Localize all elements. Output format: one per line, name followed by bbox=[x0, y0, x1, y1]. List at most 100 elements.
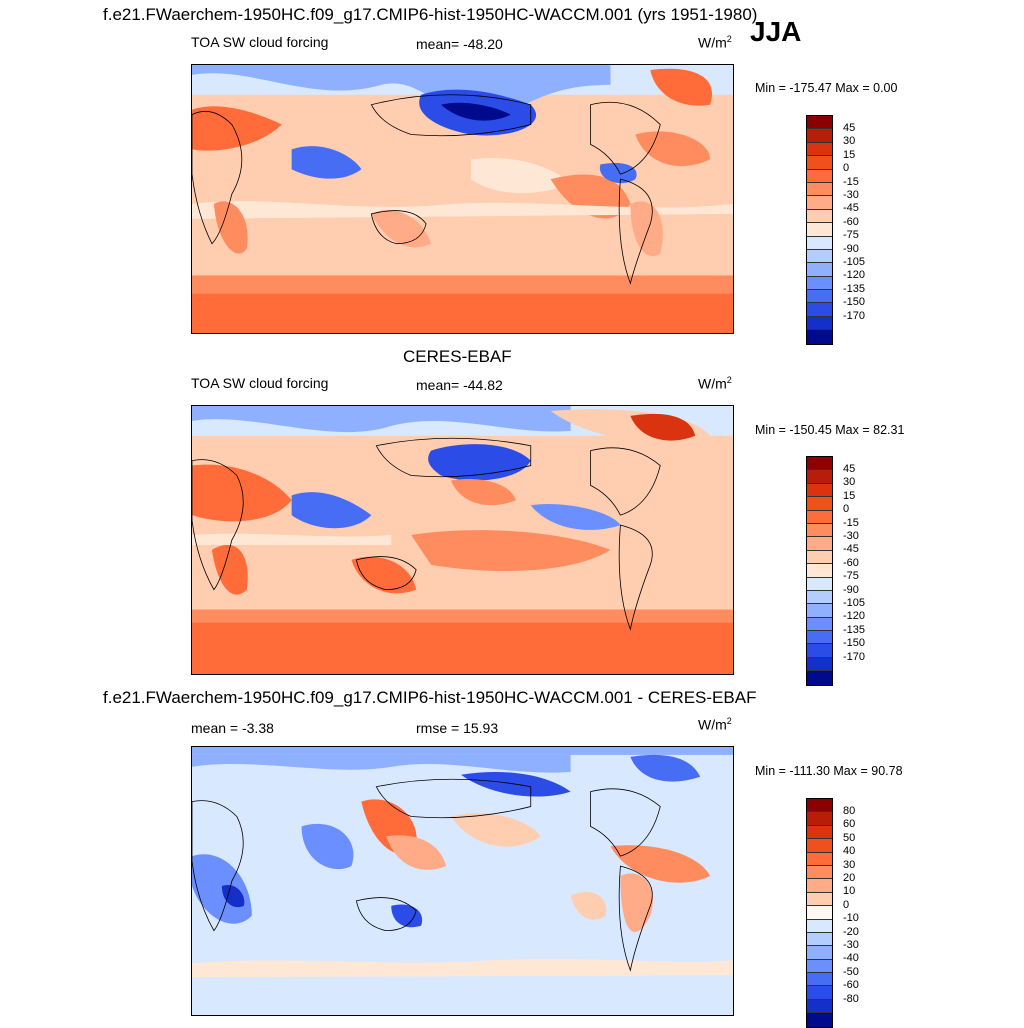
colorbar-cell bbox=[807, 799, 832, 813]
colorbar-tick: -75 bbox=[843, 229, 859, 242]
colorbar-tick: 80 bbox=[843, 805, 856, 817]
panel2-variable: TOA SW cloud forcing bbox=[191, 375, 329, 391]
colorbar-tick: -30 bbox=[843, 189, 859, 201]
panel2-mean: mean= -44.82 bbox=[416, 377, 503, 393]
panel3-title: f.e21.FWaerchem-1950HC.f09_g17.CMIP6-his… bbox=[103, 688, 757, 707]
colorbar-tick: -170 bbox=[843, 650, 866, 663]
colorbar-cell bbox=[807, 129, 832, 143]
colorbar-cell bbox=[807, 919, 832, 933]
colorbar-cell bbox=[807, 932, 832, 947]
colorbar-tick: -105 bbox=[843, 597, 866, 609]
colorbar-cell bbox=[807, 892, 832, 907]
colorbar-cell bbox=[807, 564, 832, 578]
colorbar-cell bbox=[807, 523, 832, 538]
colorbar-cell bbox=[807, 276, 832, 291]
colorbar-cell bbox=[807, 116, 832, 130]
colorbar-tick: -45 bbox=[843, 543, 859, 556]
colorbar-cell bbox=[807, 209, 832, 224]
colorbar-cell bbox=[807, 825, 832, 840]
obs-map bbox=[191, 405, 734, 675]
colorbar-tick: 0 bbox=[843, 503, 850, 516]
case-title: f.e21.FWaerchem-1950HC.f09_g17.CMIP6-his… bbox=[103, 5, 758, 24]
colorbar-tick: 15 bbox=[843, 148, 856, 161]
colorbar-tick: -15 bbox=[843, 175, 859, 188]
colorbar-cell bbox=[807, 657, 832, 672]
colorbar-tick: -150 bbox=[843, 296, 866, 309]
colorbar-tick: -120 bbox=[843, 269, 866, 282]
colorbar-tick: -60 bbox=[843, 556, 859, 569]
colorbar-cell bbox=[807, 812, 832, 826]
colorbar-model bbox=[806, 115, 833, 345]
panel1-units: W/m2 bbox=[698, 34, 732, 51]
colorbar-cell bbox=[807, 865, 832, 880]
panel1-variable: TOA SW cloud forcing bbox=[191, 34, 329, 50]
colorbar-tick: -30 bbox=[843, 939, 859, 951]
colorbar-cell bbox=[807, 263, 832, 277]
colorbar-tick: -75 bbox=[843, 570, 859, 583]
colorbar-cell bbox=[807, 330, 832, 344]
colorbar-tick: -135 bbox=[843, 282, 866, 295]
colorbar-diff bbox=[806, 798, 833, 1028]
colorbar-cell bbox=[807, 906, 832, 920]
colorbar-cell bbox=[807, 249, 832, 264]
colorbar-cell bbox=[807, 196, 832, 210]
colorbar-obs bbox=[806, 456, 833, 686]
colorbar-tick: -15 bbox=[843, 516, 859, 529]
colorbar-cell bbox=[807, 510, 832, 524]
colorbar-cell bbox=[807, 457, 832, 471]
panel3-minmax: Min = -111.30 Max = 90.78 bbox=[755, 764, 903, 778]
colorbar-cell bbox=[807, 644, 832, 658]
colorbar-tick: 0 bbox=[843, 162, 850, 175]
panel2-title: CERES-EBAF bbox=[403, 347, 512, 366]
panel2-minmax: Min = -150.45 Max = 82.31 bbox=[755, 423, 905, 437]
colorbar-tick: 60 bbox=[843, 818, 856, 831]
model-map bbox=[191, 64, 734, 334]
colorbar-cell bbox=[807, 156, 832, 170]
diff-map-field bbox=[192, 747, 733, 1015]
colorbar-cell bbox=[807, 959, 832, 974]
colorbar-cell bbox=[807, 537, 832, 551]
colorbar-cell bbox=[807, 671, 832, 685]
colorbar-tick: 15 bbox=[843, 489, 856, 502]
colorbar-cell bbox=[807, 316, 832, 331]
colorbar-tick: 30 bbox=[843, 135, 856, 148]
colorbar-tick: -90 bbox=[843, 583, 859, 596]
colorbar-cell bbox=[807, 236, 832, 250]
colorbar-cell bbox=[807, 169, 832, 183]
colorbar-cell bbox=[807, 590, 832, 605]
colorbar-cell bbox=[807, 1013, 832, 1027]
panel1-minmax: Min = -175.47 Max = 0.00 bbox=[755, 81, 898, 95]
colorbar-cell bbox=[807, 223, 832, 237]
colorbar-tick: -50 bbox=[843, 965, 859, 978]
panel3-mean: mean = -3.38 bbox=[191, 720, 274, 736]
colorbar-cell bbox=[807, 631, 832, 645]
obs-map-field bbox=[192, 406, 733, 674]
colorbar-tick: 45 bbox=[843, 122, 856, 134]
colorbar-tick: -20 bbox=[843, 925, 859, 938]
colorbar-tick: 30 bbox=[843, 476, 856, 489]
colorbar-tick: -105 bbox=[843, 256, 866, 268]
colorbar-cell bbox=[807, 617, 832, 632]
colorbar-cell bbox=[807, 470, 832, 484]
colorbar-cell bbox=[807, 577, 832, 591]
colorbar-tick: -10 bbox=[843, 912, 859, 925]
colorbar-tick: 30 bbox=[843, 858, 856, 871]
colorbar-cell bbox=[807, 142, 832, 157]
colorbar-tick: -120 bbox=[843, 610, 866, 623]
colorbar-tick: -60 bbox=[843, 215, 859, 228]
panel3-rmse: rmse = 15.93 bbox=[416, 720, 499, 736]
colorbar-cell bbox=[807, 946, 832, 960]
colorbar-cell bbox=[807, 999, 832, 1014]
colorbar-cell bbox=[807, 852, 832, 866]
colorbar-cell bbox=[807, 879, 832, 893]
colorbar-tick: 20 bbox=[843, 872, 856, 884]
panel2-units: W/m2 bbox=[698, 375, 732, 392]
colorbar-cell bbox=[807, 303, 832, 317]
colorbar-cell bbox=[807, 290, 832, 304]
colorbar-tick: -135 bbox=[843, 623, 866, 636]
colorbar-cell bbox=[807, 604, 832, 618]
colorbar-cell bbox=[807, 497, 832, 511]
colorbar-tick: -45 bbox=[843, 202, 859, 215]
colorbar-cell bbox=[807, 550, 832, 565]
colorbar-cell bbox=[807, 483, 832, 498]
